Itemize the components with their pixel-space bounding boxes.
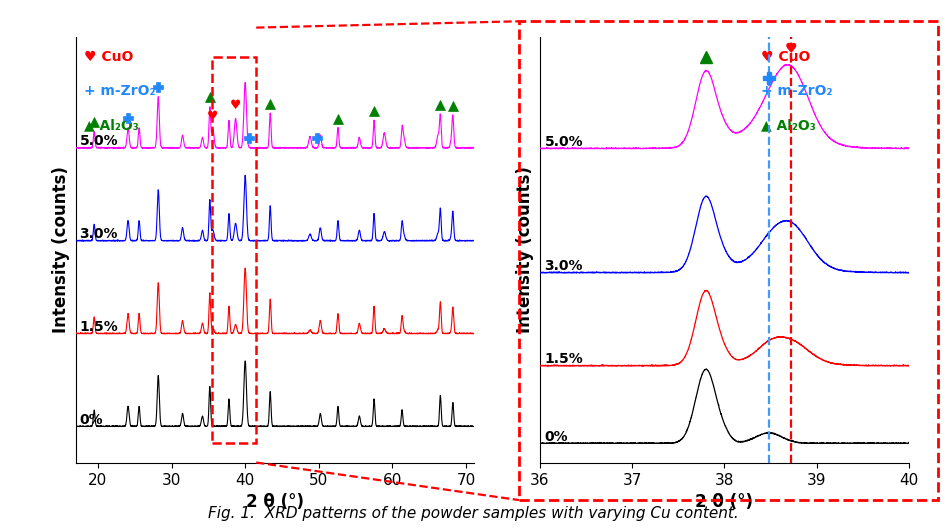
- X-axis label: 2 θ (°): 2 θ (°): [245, 493, 304, 511]
- Text: 5.0%: 5.0%: [80, 134, 118, 148]
- Y-axis label: Intensity (counts): Intensity (counts): [516, 167, 534, 334]
- Text: 5.0%: 5.0%: [545, 135, 583, 149]
- Text: ♥ CuO: ♥ CuO: [83, 50, 134, 64]
- Text: 3.0%: 3.0%: [80, 227, 118, 241]
- Text: + m-ZrO₂: + m-ZrO₂: [83, 84, 155, 98]
- Text: ▲ Al₂O₃: ▲ Al₂O₃: [83, 118, 138, 132]
- Text: 0%: 0%: [80, 413, 103, 427]
- Text: Fig. 1.  XRD patterns of the powder samples with varying Cu content.: Fig. 1. XRD patterns of the powder sampl…: [208, 506, 739, 521]
- Text: ♥ CuO: ♥ CuO: [761, 50, 811, 64]
- Text: ▲ Al₂O₃: ▲ Al₂O₃: [761, 118, 816, 132]
- Text: ♥: ♥: [230, 99, 241, 112]
- X-axis label: 2 θ (°): 2 θ (°): [695, 493, 754, 511]
- Text: 1.5%: 1.5%: [80, 320, 118, 334]
- Text: 1.5%: 1.5%: [545, 352, 583, 367]
- Text: 3.0%: 3.0%: [545, 259, 583, 273]
- Text: + m-ZrO₂: + m-ZrO₂: [761, 84, 833, 98]
- Text: ♥: ♥: [207, 110, 219, 123]
- Y-axis label: Intensity (counts): Intensity (counts): [52, 167, 70, 334]
- Text: ♥: ♥: [785, 41, 797, 56]
- Text: 0%: 0%: [545, 430, 568, 444]
